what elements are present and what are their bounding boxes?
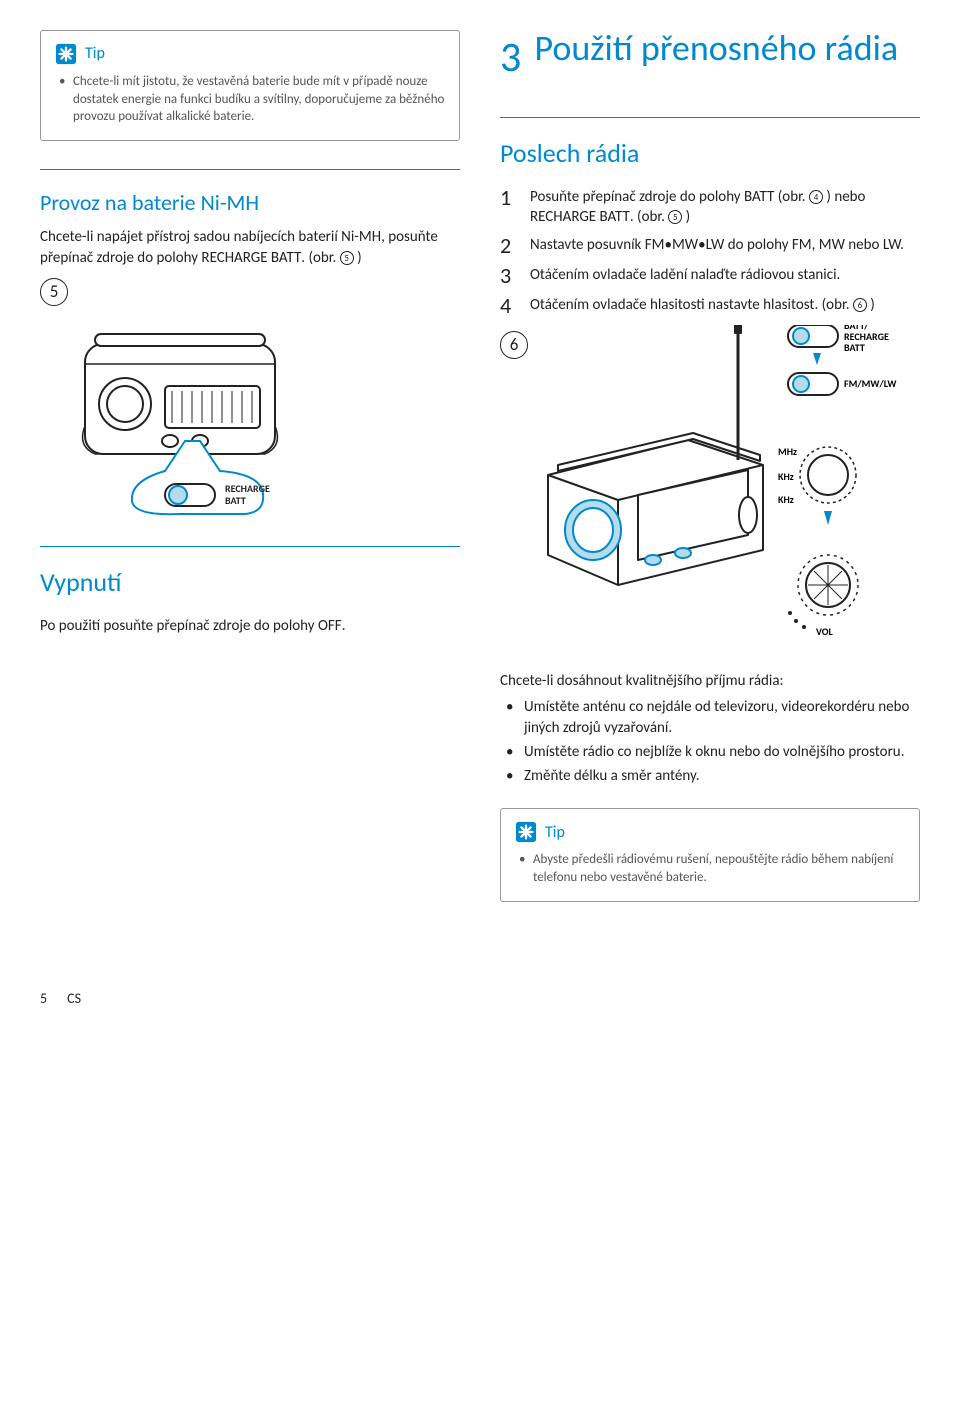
asterisk-icon (515, 821, 537, 843)
figure-ref-5: 5 (40, 278, 68, 306)
tip-box-2: Tip Abyste předešli rádiovému rušení, ne… (500, 808, 920, 901)
chapter-header: 3 Použití přenosného rádia (500, 30, 920, 87)
asterisk-icon (55, 43, 77, 65)
svg-text:KHz: KHz (778, 470, 794, 483)
step-item: 1 Posuňte přepínač zdroje do polohy BATT… (500, 187, 920, 228)
better-heading: Chcete-li dosáhnout kvalitnějšího příjmu… (500, 671, 920, 691)
section-heading-vypnuti: Vypnutí (40, 565, 460, 600)
divider (500, 117, 920, 118)
chapter-number: 3 (500, 30, 521, 87)
list-item: Změňte délku a směr antény. (524, 766, 920, 786)
body-paragraph: Po použití posuňte přepínač zdroje do po… (40, 616, 460, 636)
figure-ref-6: 6 (500, 331, 528, 359)
tip-label: Tip (545, 822, 565, 844)
fig-ref-inline-icon: 5 (340, 251, 354, 265)
figure-radio-recharge: RECHARGE BATT (70, 326, 460, 522)
section-heading-poslech: Poslech rádia (500, 136, 920, 171)
svg-text:BATT: BATT (225, 494, 246, 507)
tip-text: Abyste předešli rádiovému rušení, nepouš… (533, 851, 905, 886)
tip-box-1: Tip Chcete-li mít jistotu, že vestavěná … (40, 30, 460, 141)
tip-label: Tip (85, 43, 105, 65)
svg-text:MHz: MHz (778, 445, 797, 458)
page-number: 5 (40, 990, 47, 1009)
figure-radio-controls: BATT/ RECHARGE BATT FM/MW/LW (538, 325, 920, 661)
section-heading: Provoz na baterie Ni-MH (40, 188, 460, 218)
fig-ref-inline-icon: 5 (668, 210, 682, 224)
svg-text:BATT: BATT (844, 341, 865, 354)
divider (40, 169, 460, 170)
svg-text:FM/MW/LW: FM/MW/LW (844, 377, 897, 390)
body-paragraph: Chcete-li napájet přístroj sadou nabíjec… (40, 227, 460, 268)
fig-ref-inline-icon: 6 (853, 298, 867, 312)
better-list: Umístěte anténu co nejdále od televizoru… (500, 697, 920, 786)
page-footer: 5 CS (40, 990, 920, 1009)
svg-text:KHz: KHz (778, 493, 794, 506)
list-item: Umístěte rádio co nejblíže k oknu nebo d… (524, 742, 920, 762)
tip-text: Chcete-li mít jistotu, že vestavěná bate… (73, 73, 445, 126)
fig-ref-inline-icon: 4 (809, 190, 823, 204)
list-item: Umístěte anténu co nejdále od televizoru… (524, 697, 920, 738)
step-item: 2 Nastavte posuvník FM•MW•LW do polohy F… (500, 235, 920, 257)
divider (40, 546, 460, 547)
step-item: 3 Otáčením ovladače ladění nalaďte rádio… (500, 265, 920, 287)
page-lang: CS (67, 990, 81, 1009)
steps-list: 1 Posuňte přepínač zdroje do polohy BATT… (500, 187, 920, 318)
svg-text:VOL: VOL (816, 625, 833, 638)
step-item: 4 Otáčením ovladače hlasitosti nastavte … (500, 295, 920, 317)
chapter-title: Použití přenosného rádia (534, 30, 898, 68)
